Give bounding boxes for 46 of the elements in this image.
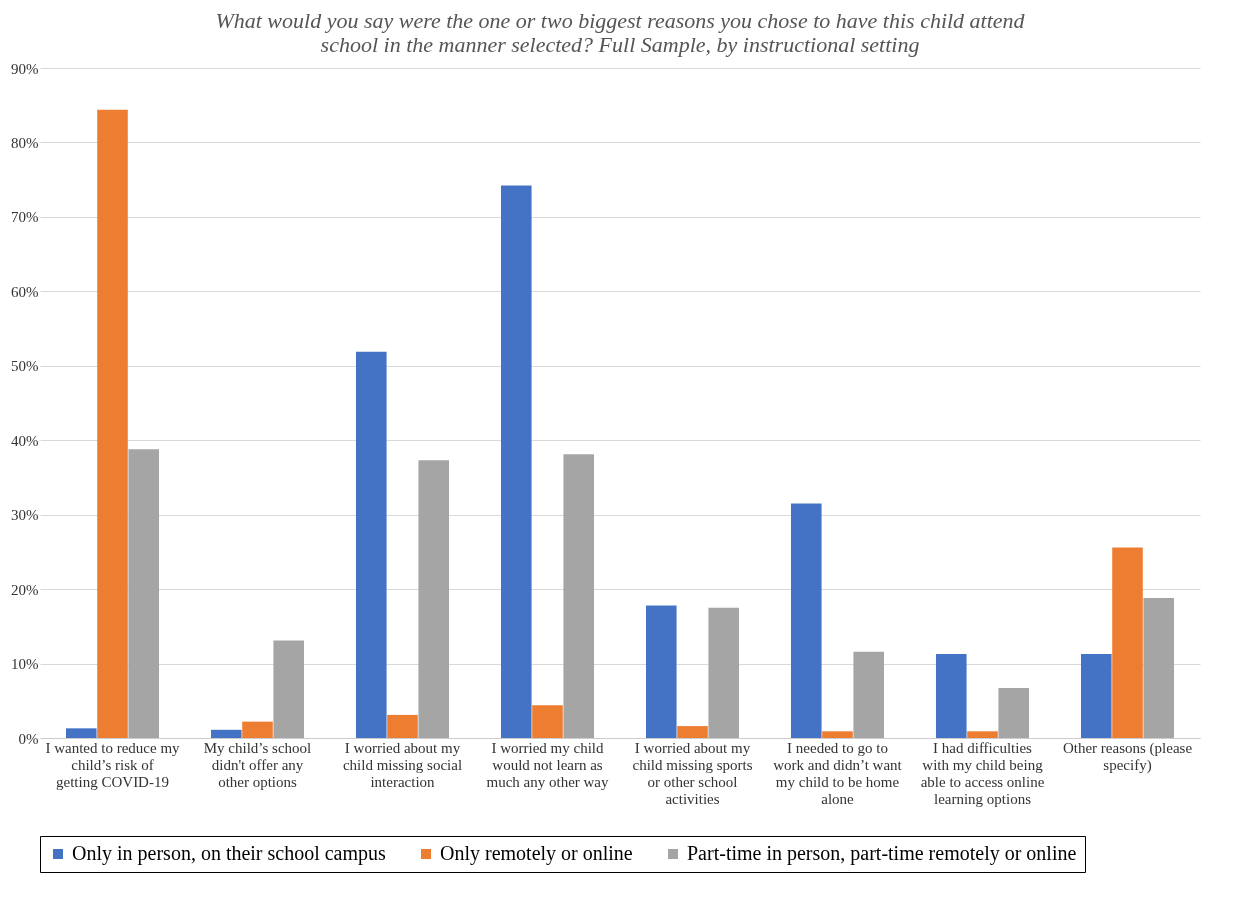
y-tick-label: 30% [11, 507, 39, 524]
bar [210, 729, 242, 738]
bar [273, 640, 305, 738]
bar [532, 705, 563, 738]
bar [790, 503, 822, 738]
bar [1112, 547, 1143, 738]
bar [645, 605, 677, 738]
chart-title: What would you say were the one or two biggest reasons you chose to have this child attend school in the manner selected? Full Sample, by instructional setting [215, 8, 1026, 57]
bar [822, 731, 853, 738]
bar [853, 651, 885, 738]
bar [500, 185, 532, 738]
legend-label: Only remotely or online [440, 842, 633, 865]
bar [563, 454, 595, 738]
bar [1080, 653, 1112, 738]
y-tick-label: 80% [11, 134, 39, 151]
x-tick-label: My child’s school didn't offer any other options [203, 739, 312, 790]
x-tick-label: Other reasons (please specify) [1062, 739, 1193, 774]
y-tick-label: 90% [11, 60, 39, 77]
bar [387, 714, 418, 738]
y-tick-label: 70% [11, 209, 39, 226]
bar [418, 460, 450, 738]
bar [1143, 598, 1175, 738]
bar [355, 351, 387, 738]
y-tick-label: 20% [11, 581, 39, 598]
y-tick-label: 60% [11, 283, 39, 300]
bar [65, 728, 97, 738]
bar [935, 653, 967, 738]
x-tick-label: I needed to go to work and didn’t want my child to be home alone [773, 739, 903, 807]
bar [967, 731, 998, 738]
y-tick-label: 50% [11, 358, 39, 375]
y-tick-label: 10% [11, 656, 39, 673]
bar [998, 688, 1030, 738]
x-tick-label: I worried about my child missing social interaction [342, 739, 463, 790]
bar [242, 721, 273, 738]
bar [677, 726, 708, 738]
y-tick-label: 0% [18, 730, 39, 747]
bar [708, 607, 740, 738]
x-tick-label: I wanted to reduce my child’s risk of getting COVID-19 [45, 739, 181, 790]
x-tick-label: I had difficulties with my child being able to access online learning options [920, 739, 1045, 807]
legend-label: Part-time in person, part-time remotely or online [687, 842, 1077, 865]
x-tick-label: I worried my child would not learn as much any other way [486, 739, 610, 790]
legend-label: Only in person, on their school campus [72, 842, 387, 865]
bar [97, 109, 128, 738]
x-tick-label: I worried about my child missing sports or other school activities [632, 739, 753, 807]
bar [128, 449, 160, 738]
y-tick-label: 40% [11, 432, 39, 449]
